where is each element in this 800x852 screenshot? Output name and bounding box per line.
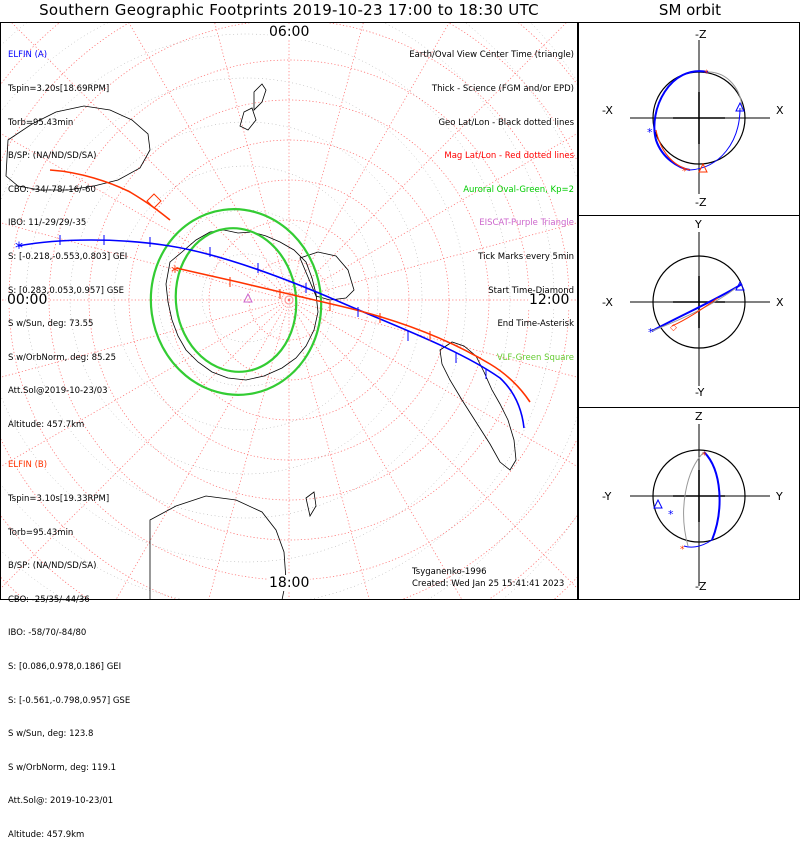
elfin-a-info: ELFIN (A) Tspin=3.20s[18.69RPM] Torb=95.… — [8, 28, 127, 442]
elfin-b-track — [175, 267, 531, 403]
sm2-top: Y — [694, 218, 702, 231]
legend-item: Mag Lat/Lon - Red dotted lines — [444, 151, 574, 162]
sm-orbit-panels[interactable]: * * * -Z -Z -X X * ◇ Y -Y -X X * * * — [578, 22, 800, 600]
sm1-right: X — [776, 104, 784, 117]
legend-item: Earth/Oval View Center Time (triangle) — [409, 50, 574, 61]
sm3-bottom: -Z — [695, 580, 707, 593]
legend-item: VLF-Green Square — [496, 352, 574, 363]
sm1-top: -Z — [695, 28, 707, 41]
elfin-b-start-diamond — [146, 193, 162, 209]
elfin-b-line: Torb=95.43min — [8, 527, 74, 538]
elfin-a-line: B/SP: (NA/ND/SD/SA) — [8, 151, 97, 162]
geo-lat-circle — [113, 165, 379, 431]
elfin-b-line: Att.Sol@: 2019-10-23/01 — [8, 796, 114, 807]
legend-item: Tick Marks every 5min — [478, 251, 574, 262]
hour-label-06: 06:00 — [268, 24, 311, 40]
svg-text:*: * — [668, 508, 674, 521]
mag-lon-line — [288, 299, 370, 600]
elfin-b-line: CBO: -25/35/-44/36 — [8, 594, 90, 605]
sm-panel-xz: * * * — [630, 40, 770, 194]
polar-map[interactable]: ** — [0, 22, 578, 600]
svg-text:*: * — [702, 451, 707, 461]
geo-lat-circle — [69, 121, 423, 475]
legend-item: End Time-Asterisk — [497, 319, 574, 330]
legend-item: EISCAT-Purple Triangle — [479, 218, 574, 229]
elfin-a-line: S w/OrbNorm, deg: 85.25 — [8, 352, 117, 363]
sm2-left: -X — [602, 296, 613, 309]
elfin-b-line: S w/Sun, deg: 123.8 — [8, 729, 94, 740]
elfin-b-line: IBO: -58/70/-84/80 — [8, 628, 87, 639]
mag-lon-line — [214, 22, 290, 301]
mag-lat-circle — [208, 219, 370, 381]
elfin-b-line: Altitude: 457.9km — [8, 829, 85, 840]
sm1-left: -X — [602, 104, 613, 117]
svg-text:◇: ◇ — [670, 323, 677, 333]
hour-label-12: 12:00 — [528, 292, 571, 308]
sm-panel-xy: * ◇ — [630, 232, 770, 386]
legend-item: Start Time-Diamond — [488, 285, 574, 296]
elfin-b-line: B/SP: (NA/ND/SD/SA) — [8, 561, 97, 572]
elfin-a-line: IBO: 11/-29/29/-35 — [8, 218, 87, 229]
auroral-oval — [149, 208, 323, 396]
sm1-bottom: -Z — [695, 196, 707, 209]
continent-outlines — [5, 83, 517, 600]
sm3-top: Z — [695, 410, 703, 423]
page-title: Southern Geographic Footprints 2019-10-2… — [39, 1, 539, 19]
legend-item: Geo Lat/Lon - Black dotted lines — [438, 117, 574, 128]
sm-panel-yz: * * * — [630, 424, 770, 586]
hour-label-00: 00:00 — [6, 292, 49, 308]
svg-text:*: * — [648, 326, 654, 339]
sm3-right: Y — [775, 490, 783, 503]
legend-item: Thick - Science (FGM and/or EPD) — [431, 84, 574, 94]
elfin-a-track — [17, 239, 525, 429]
mag-lon-line — [288, 22, 364, 301]
elfin-b-line: Tspin=3.10s[19.33RPM] — [8, 494, 110, 504]
elfin-a-line: Torb=95.43min — [8, 117, 74, 128]
elfin-a-line: Tspin=3.20s[18.69RPM] — [8, 84, 110, 94]
elfin-b-line: S: [0.086,0.978,0.186] GEI — [8, 661, 122, 672]
eiscat-triangle — [243, 292, 253, 303]
mag-lon-line — [208, 299, 290, 600]
elfin-a-line: CBO: -34/-78/-16/-60 — [8, 184, 96, 195]
geo-lat-circle — [201, 253, 291, 343]
elfin-b-title: ELFIN (B) — [8, 460, 48, 471]
svg-text:*: * — [704, 69, 709, 79]
geo-lat-circle — [25, 77, 467, 519]
elfin-b-info: ELFIN (B) Tspin=3.10s[19.33RPM] Torb=95.… — [8, 438, 130, 852]
hour-label-18: 18:00 — [268, 575, 311, 591]
sm2-right: X — [776, 296, 784, 309]
geo-lat-circle — [0, 33, 511, 563]
sm2-bottom: -Y — [695, 386, 705, 399]
elfin-a-line: Att.Sol@2019-10-23/03 — [8, 386, 108, 397]
legend-item: Auroral Oval-Green, Kp=2 — [463, 184, 574, 195]
svg-text:*: * — [647, 126, 653, 139]
elfin-b-line: S w/OrbNorm, deg: 119.1 — [8, 762, 117, 773]
elfin-a-line: S: [-0.218,-0.553,0.803] GEI — [8, 251, 128, 262]
elfin-a-end-asterisk: * — [15, 238, 23, 257]
legend: Earth/Oval View Center Time (triangle) T… — [409, 28, 574, 375]
mag-lat-circle — [88, 99, 490, 501]
sm-orbit-title: SM orbit — [658, 1, 722, 19]
elfin-b-end-asterisk: * — [171, 262, 179, 281]
svg-text:*: * — [680, 545, 685, 555]
elfin-a-line: Altitude: 457.7km — [8, 419, 85, 430]
model-label: Tsyganenko-1996 — [412, 567, 487, 577]
geo-lat-circle — [157, 209, 335, 387]
elfin-a-line: S: [0.283,0.053,0.957] GSE — [8, 285, 125, 296]
elfin-a-line: S w/Sun, deg: 73.55 — [8, 319, 94, 330]
created-label: Created: Wed Jan 25 15:41:41 2023 — [412, 579, 565, 589]
elfin-a-title: ELFIN (A) — [8, 50, 48, 61]
elfin-b-line: S: [-0.561,-0.798,0.957] GSE — [8, 695, 131, 706]
svg-text:*: * — [682, 167, 687, 177]
sm3-left: -Y — [602, 490, 612, 503]
elfin-b-track — [49, 169, 171, 221]
